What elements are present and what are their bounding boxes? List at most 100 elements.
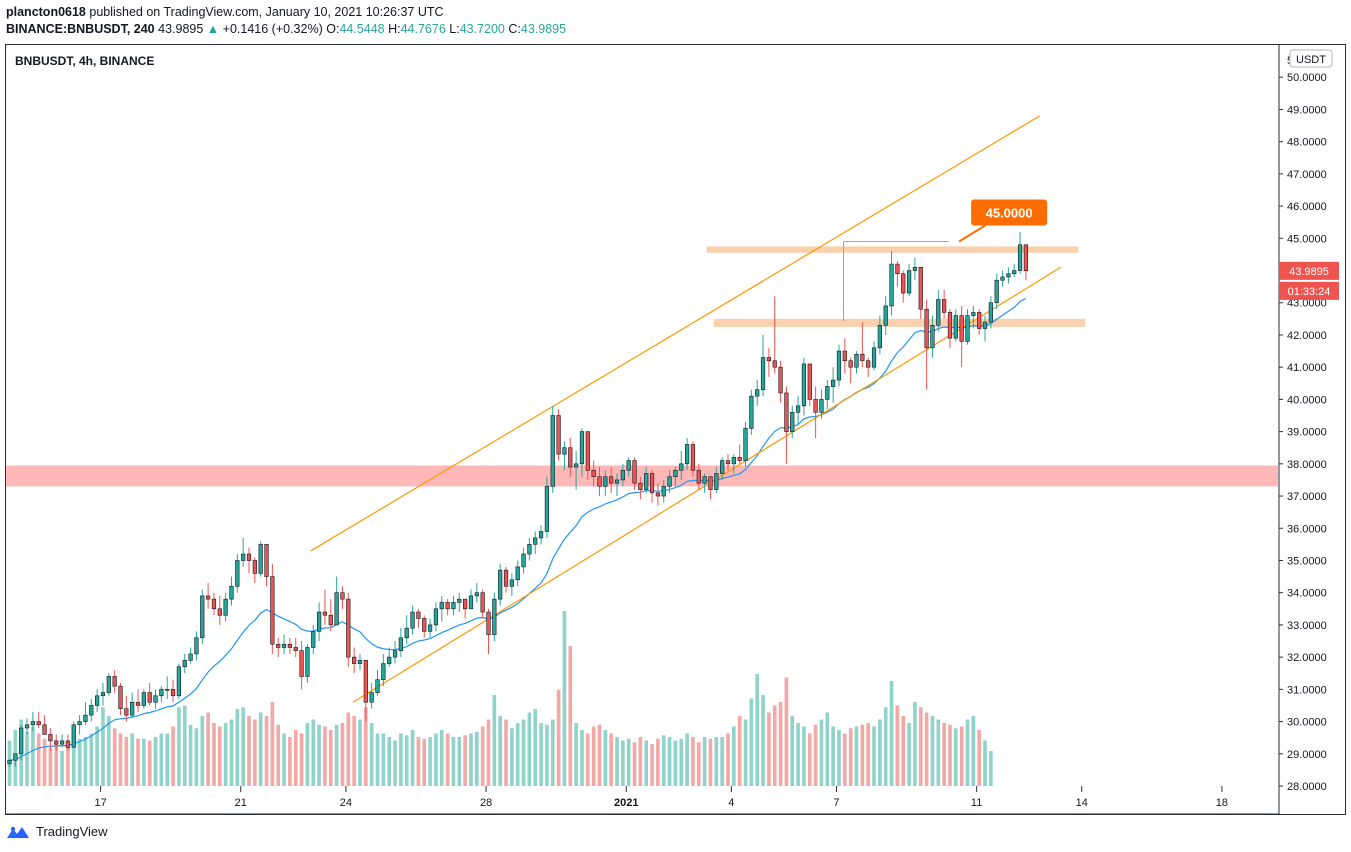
candle-body[interactable]: [585, 431, 590, 471]
candle-body[interactable]: [597, 476, 602, 487]
candle-body[interactable]: [182, 660, 187, 668]
candle-body[interactable]: [521, 553, 526, 568]
candle-body[interactable]: [89, 705, 94, 716]
candle-body[interactable]: [316, 611, 322, 632]
candle-body[interactable]: [287, 643, 293, 648]
candle-body[interactable]: [795, 405, 801, 413]
candle-body[interactable]: [311, 631, 316, 648]
candle-body[interactable]: [942, 299, 947, 313]
candle-body[interactable]: [936, 299, 941, 326]
candle-body[interactable]: [591, 469, 596, 478]
candle-body[interactable]: [36, 721, 41, 726]
candle-body[interactable]: [422, 618, 427, 632]
candle-body[interactable]: [831, 379, 836, 387]
candle-body[interactable]: [375, 679, 380, 693]
candle-body[interactable]: [474, 592, 479, 597]
candle-body[interactable]: [13, 753, 18, 761]
candle-body[interactable]: [65, 740, 71, 748]
candle-body[interactable]: [877, 324, 882, 349]
candle-body[interactable]: [492, 598, 497, 635]
candle-body[interactable]: [848, 360, 853, 368]
candle-body[interactable]: [836, 350, 842, 381]
candle-body[interactable]: [749, 395, 754, 429]
candle-body[interactable]: [369, 692, 374, 703]
candle-body[interactable]: [708, 476, 713, 490]
candle-body[interactable]: [538, 531, 544, 539]
candle-body[interactable]: [235, 560, 240, 587]
candle-body[interactable]: [71, 724, 76, 748]
candle-body[interactable]: [381, 663, 386, 680]
candle-body[interactable]: [574, 463, 579, 468]
candle-body[interactable]: [603, 476, 608, 487]
candle-body[interactable]: [59, 740, 65, 745]
candle-body[interactable]: [696, 469, 701, 484]
candle-body[interactable]: [194, 637, 199, 655]
candle-body[interactable]: [994, 279, 999, 304]
candle-body[interactable]: [673, 469, 678, 478]
candle-body[interactable]: [346, 598, 351, 658]
candle-body[interactable]: [223, 598, 228, 616]
candle-body[interactable]: [860, 353, 865, 362]
candle-body[interactable]: [568, 447, 573, 468]
candle-body[interactable]: [95, 695, 100, 706]
footer-brand[interactable]: TradingView: [6, 824, 108, 839]
candle-body[interactable]: [410, 611, 415, 629]
candle-body[interactable]: [842, 350, 847, 362]
candle-body[interactable]: [486, 611, 491, 635]
candle-body[interactable]: [480, 592, 485, 613]
candle-body[interactable]: [24, 724, 30, 729]
candle-body[interactable]: [725, 460, 731, 465]
callout-box[interactable]: [971, 199, 1048, 226]
candle-body[interactable]: [445, 602, 450, 610]
candle-body[interactable]: [217, 608, 222, 616]
candle-body[interactable]: [264, 544, 269, 577]
candle-body[interactable]: [281, 643, 287, 648]
candle-body[interactable]: [357, 660, 363, 664]
candle-body[interactable]: [112, 676, 117, 687]
candle-body[interactable]: [772, 360, 777, 368]
resistance-zone-upper[interactable]: [706, 246, 1079, 253]
candle-body[interactable]: [661, 486, 666, 497]
candle-body[interactable]: [451, 602, 456, 610]
candle-body[interactable]: [30, 721, 35, 726]
candle-body[interactable]: [684, 444, 690, 465]
candle-body[interactable]: [667, 476, 672, 487]
candle-body[interactable]: [427, 624, 433, 632]
candle-body[interactable]: [176, 666, 182, 697]
candle-body[interactable]: [579, 431, 585, 465]
resistance-zone-lower[interactable]: [713, 318, 1086, 327]
candle-body[interactable]: [930, 324, 935, 349]
candle-body[interactable]: [463, 598, 468, 610]
candle-body[interactable]: [241, 553, 246, 561]
candle-body[interactable]: [170, 689, 176, 697]
candle-body[interactable]: [439, 602, 444, 610]
candle-body[interactable]: [258, 544, 263, 574]
candle-body[interactable]: [83, 714, 88, 722]
candle-body[interactable]: [626, 460, 631, 471]
candle-body[interactable]: [135, 701, 141, 706]
candle-body[interactable]: [609, 476, 614, 484]
candle-body[interactable]: [947, 312, 953, 339]
candle-body[interactable]: [550, 415, 555, 487]
candle-body[interactable]: [159, 689, 164, 697]
candle-body[interactable]: [246, 553, 252, 561]
candle-body[interactable]: [1023, 244, 1029, 272]
candle-body[interactable]: [7, 759, 12, 764]
candle-body[interactable]: [965, 315, 970, 342]
candle-body[interactable]: [1017, 244, 1023, 271]
candle-body[interactable]: [352, 656, 357, 664]
candle-body[interactable]: [305, 647, 310, 677]
candle-body[interactable]: [959, 315, 964, 342]
candle-body[interactable]: [1012, 270, 1017, 275]
candle-body[interactable]: [299, 650, 304, 677]
candle-body[interactable]: [100, 692, 106, 697]
candle-body[interactable]: [953, 315, 958, 339]
candle-body[interactable]: [737, 457, 742, 461]
candle-body[interactable]: [468, 595, 474, 610]
candle-body[interactable]: [19, 727, 24, 755]
last-price-badge[interactable]: [1279, 261, 1339, 280]
candle-body[interactable]: [562, 447, 567, 455]
candle-body[interactable]: [1000, 276, 1005, 281]
candle-body[interactable]: [778, 366, 783, 394]
